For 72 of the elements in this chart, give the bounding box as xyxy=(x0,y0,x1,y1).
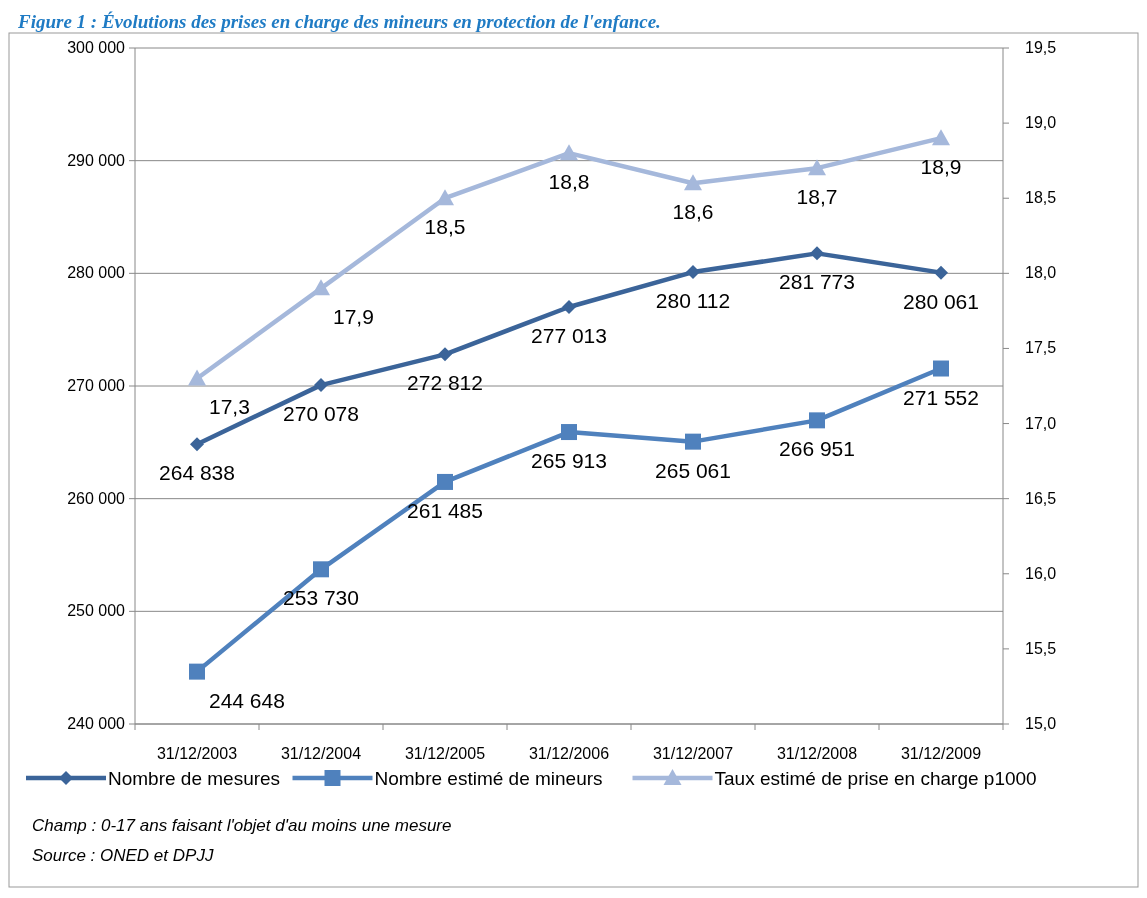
x-tick-label: 31/12/2005 xyxy=(404,745,486,762)
data-label: 280 112 xyxy=(655,289,731,313)
point xyxy=(684,174,702,191)
point xyxy=(188,369,206,386)
y2-tick-label: 19,0 xyxy=(1025,114,1057,132)
data-label: 261 485 xyxy=(407,498,483,522)
y2-tick-label: 16,0 xyxy=(1025,564,1057,582)
point xyxy=(809,412,825,429)
y2-tick-label: 18,5 xyxy=(1025,189,1057,207)
data-label: 270 078 xyxy=(283,402,359,426)
y-tick-label: 240 000 xyxy=(67,715,126,732)
legend-label: Nombre estimé de mineurs xyxy=(374,768,603,789)
y-tick-label: 290 000 xyxy=(67,151,126,169)
y2-tick-label: 16,5 xyxy=(1025,489,1057,507)
chart-title: Figure 1 : Évolutions des prises en charge des mineurs en protection de l'enfance. xyxy=(17,11,661,32)
data-label: 18,9 xyxy=(920,155,962,179)
point xyxy=(808,159,826,176)
y-tick-label: 280 000 xyxy=(67,264,126,282)
point xyxy=(436,189,454,206)
data-label: 18,5 xyxy=(424,215,466,239)
y-tick-label: 270 000 xyxy=(67,377,126,394)
data-label: 280 061 xyxy=(903,289,979,313)
y2-tick-label: 17,0 xyxy=(1025,414,1057,432)
point xyxy=(562,299,576,314)
data-label: 18,6 xyxy=(672,200,714,224)
point xyxy=(560,144,578,161)
point xyxy=(312,279,330,296)
point xyxy=(686,265,700,280)
point xyxy=(190,437,204,452)
source-note: Source : ONED et DPJJ xyxy=(32,846,214,865)
data-label: 17,9 xyxy=(333,305,374,329)
data-label: 272 812 xyxy=(407,371,483,395)
point xyxy=(933,360,949,377)
point xyxy=(810,246,824,261)
point xyxy=(685,433,701,450)
point xyxy=(934,265,948,280)
data-label: 281 773 xyxy=(779,270,855,294)
data-label: 266 951 xyxy=(779,437,855,461)
point xyxy=(313,561,329,578)
x-tick-label: 31/12/2009 xyxy=(900,745,982,762)
x-tick-label: 31/12/2006 xyxy=(528,745,610,762)
legend-label: Nombre de mesures xyxy=(108,768,281,789)
data-label: 264 838 xyxy=(159,461,235,485)
point xyxy=(561,424,577,441)
data-label: 277 013 xyxy=(531,323,607,347)
y2-tick-label: 19,5 xyxy=(1025,39,1057,56)
x-tick-label: 31/12/2007 xyxy=(652,745,734,762)
data-label: 17,3 xyxy=(209,395,250,419)
x-tick-label: 31/12/2004 xyxy=(280,745,362,762)
y2-tick-label: 15,5 xyxy=(1025,639,1057,657)
y2-tick-label: 15,0 xyxy=(1025,715,1057,732)
point xyxy=(932,129,950,146)
data-label: 253 730 xyxy=(283,586,359,610)
data-label: 265 061 xyxy=(655,458,731,482)
point xyxy=(189,663,205,680)
point xyxy=(438,347,452,362)
point xyxy=(314,378,328,393)
x-tick-label: 31/12/2008 xyxy=(776,745,858,762)
y-tick-label: 260 000 xyxy=(67,489,126,507)
point xyxy=(437,473,453,490)
y-tick-label: 300 000 xyxy=(67,39,126,56)
y-tick-label: 250 000 xyxy=(67,602,126,620)
y2-tick-label: 17,5 xyxy=(1025,339,1057,357)
data-label: 271 552 xyxy=(903,385,979,409)
data-label: 265 913 xyxy=(531,449,607,473)
text: Champ : 0-17 ans faisant l'objet d'au moins une mesure xyxy=(32,816,452,835)
x-tick-label: 31/12/2003 xyxy=(156,745,238,762)
data-label: 18,7 xyxy=(796,185,838,209)
data-label: 244 648 xyxy=(209,688,285,712)
y2-tick-label: 18,0 xyxy=(1025,264,1057,282)
legend-label: Taux estimé de prise en charge p1000 xyxy=(714,768,1037,789)
data-label: 18,8 xyxy=(548,170,590,194)
